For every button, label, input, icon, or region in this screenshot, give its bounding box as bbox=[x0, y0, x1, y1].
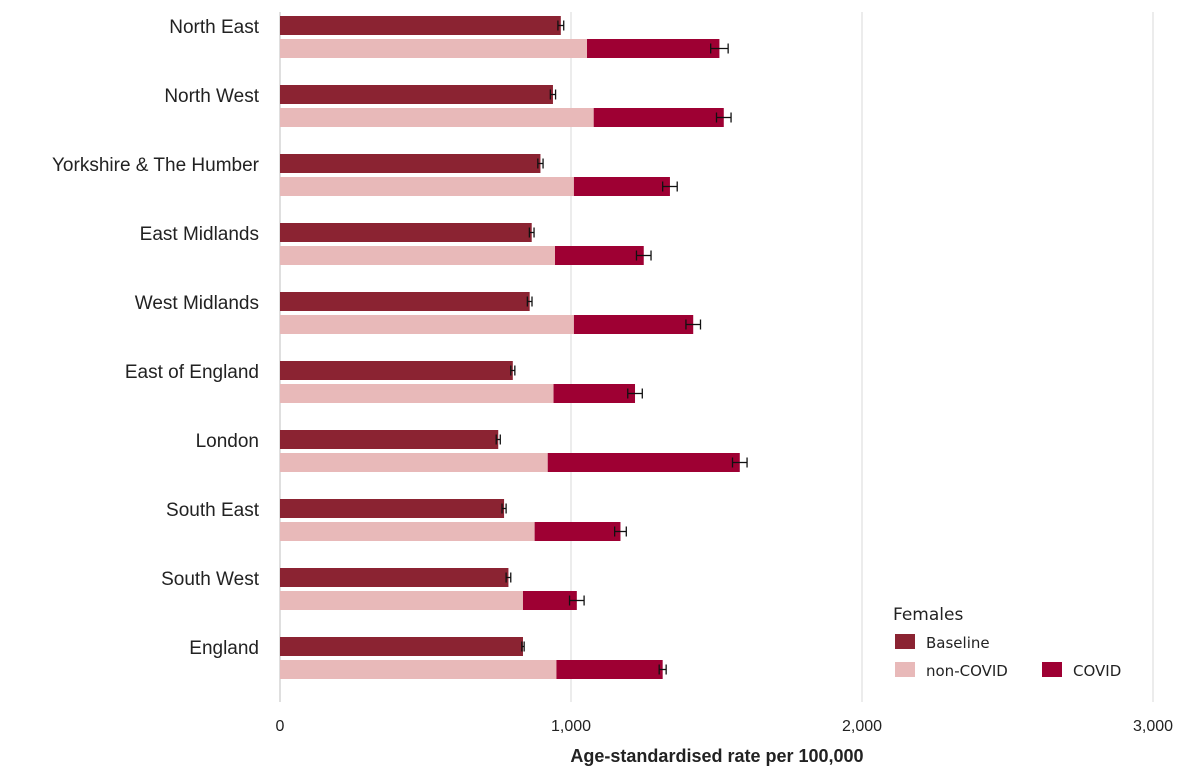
category-label: England bbox=[189, 638, 259, 659]
bar-covid bbox=[574, 177, 670, 196]
category-label: South West bbox=[161, 569, 260, 590]
bar-non-covid bbox=[280, 108, 594, 127]
bar-baseline bbox=[280, 430, 498, 449]
legend-label-covid: COVID bbox=[1073, 662, 1121, 680]
bar-baseline bbox=[280, 85, 553, 104]
legend-swatch-baseline bbox=[895, 634, 915, 649]
bar-baseline bbox=[280, 637, 523, 656]
bar-covid bbox=[556, 660, 662, 679]
bar-baseline bbox=[280, 292, 530, 311]
bar-covid bbox=[535, 522, 621, 541]
category-label: London bbox=[196, 431, 259, 452]
bar-covid bbox=[523, 591, 577, 610]
bar-covid bbox=[574, 315, 693, 334]
x-tick-label: 2,000 bbox=[842, 718, 882, 735]
bar-non-covid bbox=[280, 522, 535, 541]
category-label: South East bbox=[166, 500, 260, 521]
bar-baseline bbox=[280, 154, 540, 173]
bar-non-covid bbox=[280, 591, 523, 610]
bar-baseline bbox=[280, 568, 508, 587]
bar-non-covid bbox=[280, 177, 574, 196]
category-label: West Midlands bbox=[135, 293, 259, 314]
bar-non-covid bbox=[280, 315, 574, 334]
bar-non-covid bbox=[280, 660, 556, 679]
legend: Females Baseline non-COVID COVID bbox=[893, 605, 1121, 680]
category-label: East Midlands bbox=[140, 224, 259, 245]
category-label: North West bbox=[164, 86, 259, 107]
bar-covid bbox=[554, 384, 635, 403]
bar-non-covid bbox=[280, 453, 548, 472]
x-axis-title: Age-standardised rate per 100,000 bbox=[570, 746, 863, 766]
category-label: East of England bbox=[125, 362, 259, 383]
bar-non-covid bbox=[280, 384, 554, 403]
legend-label-non-covid: non-COVID bbox=[926, 662, 1008, 680]
x-tick-label: 1,000 bbox=[551, 718, 591, 735]
bar-baseline bbox=[280, 223, 532, 242]
x-tick-label: 3,000 bbox=[1133, 718, 1173, 735]
legend-swatch-covid bbox=[1042, 662, 1062, 677]
bar-baseline bbox=[280, 16, 561, 35]
legend-title: Females bbox=[893, 605, 963, 625]
bar-baseline bbox=[280, 361, 513, 380]
bar-non-covid bbox=[280, 39, 587, 58]
category-label: Yorkshire & The Humber bbox=[52, 155, 260, 176]
legend-label-baseline: Baseline bbox=[926, 634, 990, 652]
x-tick-labels: 0 1,000 2,000 3,000 bbox=[276, 718, 1174, 735]
bar-baseline bbox=[280, 499, 504, 518]
legend-swatch-non-covid bbox=[895, 662, 915, 677]
bar-covid bbox=[587, 39, 719, 58]
bar-non-covid bbox=[280, 246, 555, 265]
category-labels: North East North West Yorkshire & The Humb… bbox=[52, 17, 260, 659]
bar-covid bbox=[594, 108, 724, 127]
category-label: North East bbox=[169, 17, 259, 38]
bar-covid bbox=[555, 246, 644, 265]
x-tick-label: 0 bbox=[276, 718, 285, 735]
bar-covid bbox=[548, 453, 740, 472]
bars bbox=[280, 16, 740, 679]
